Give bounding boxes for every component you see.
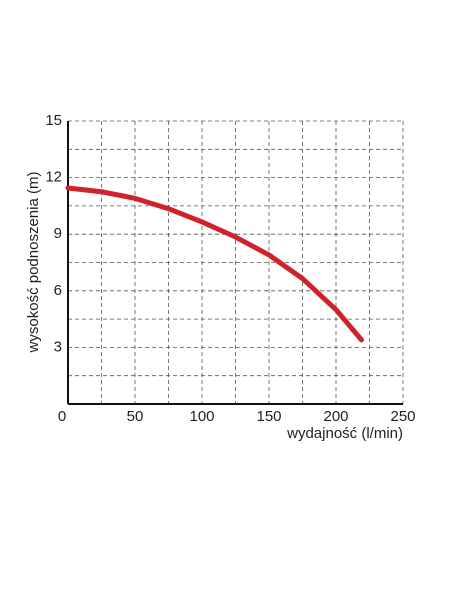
y-tick-label: 6: [54, 282, 62, 299]
x-tick-label: 150: [256, 408, 281, 425]
y-tick-label: 12: [45, 169, 62, 186]
line: [65, 185, 364, 343]
y-axis-label: wysokość podnoszenia (m): [25, 172, 42, 354]
y-tick-label: 9: [54, 225, 62, 242]
y-tick-label: 3: [54, 338, 62, 355]
x-tick-label: 200: [323, 408, 348, 425]
x-tick-label: 50: [127, 408, 144, 425]
x-tick-label: 250: [390, 408, 415, 425]
y-tick-label: 15: [45, 112, 62, 129]
x-axis-label: wydajność (l/min): [286, 425, 403, 442]
x-tick-label: 0: [58, 408, 66, 425]
x-tick-label: 100: [189, 408, 214, 425]
